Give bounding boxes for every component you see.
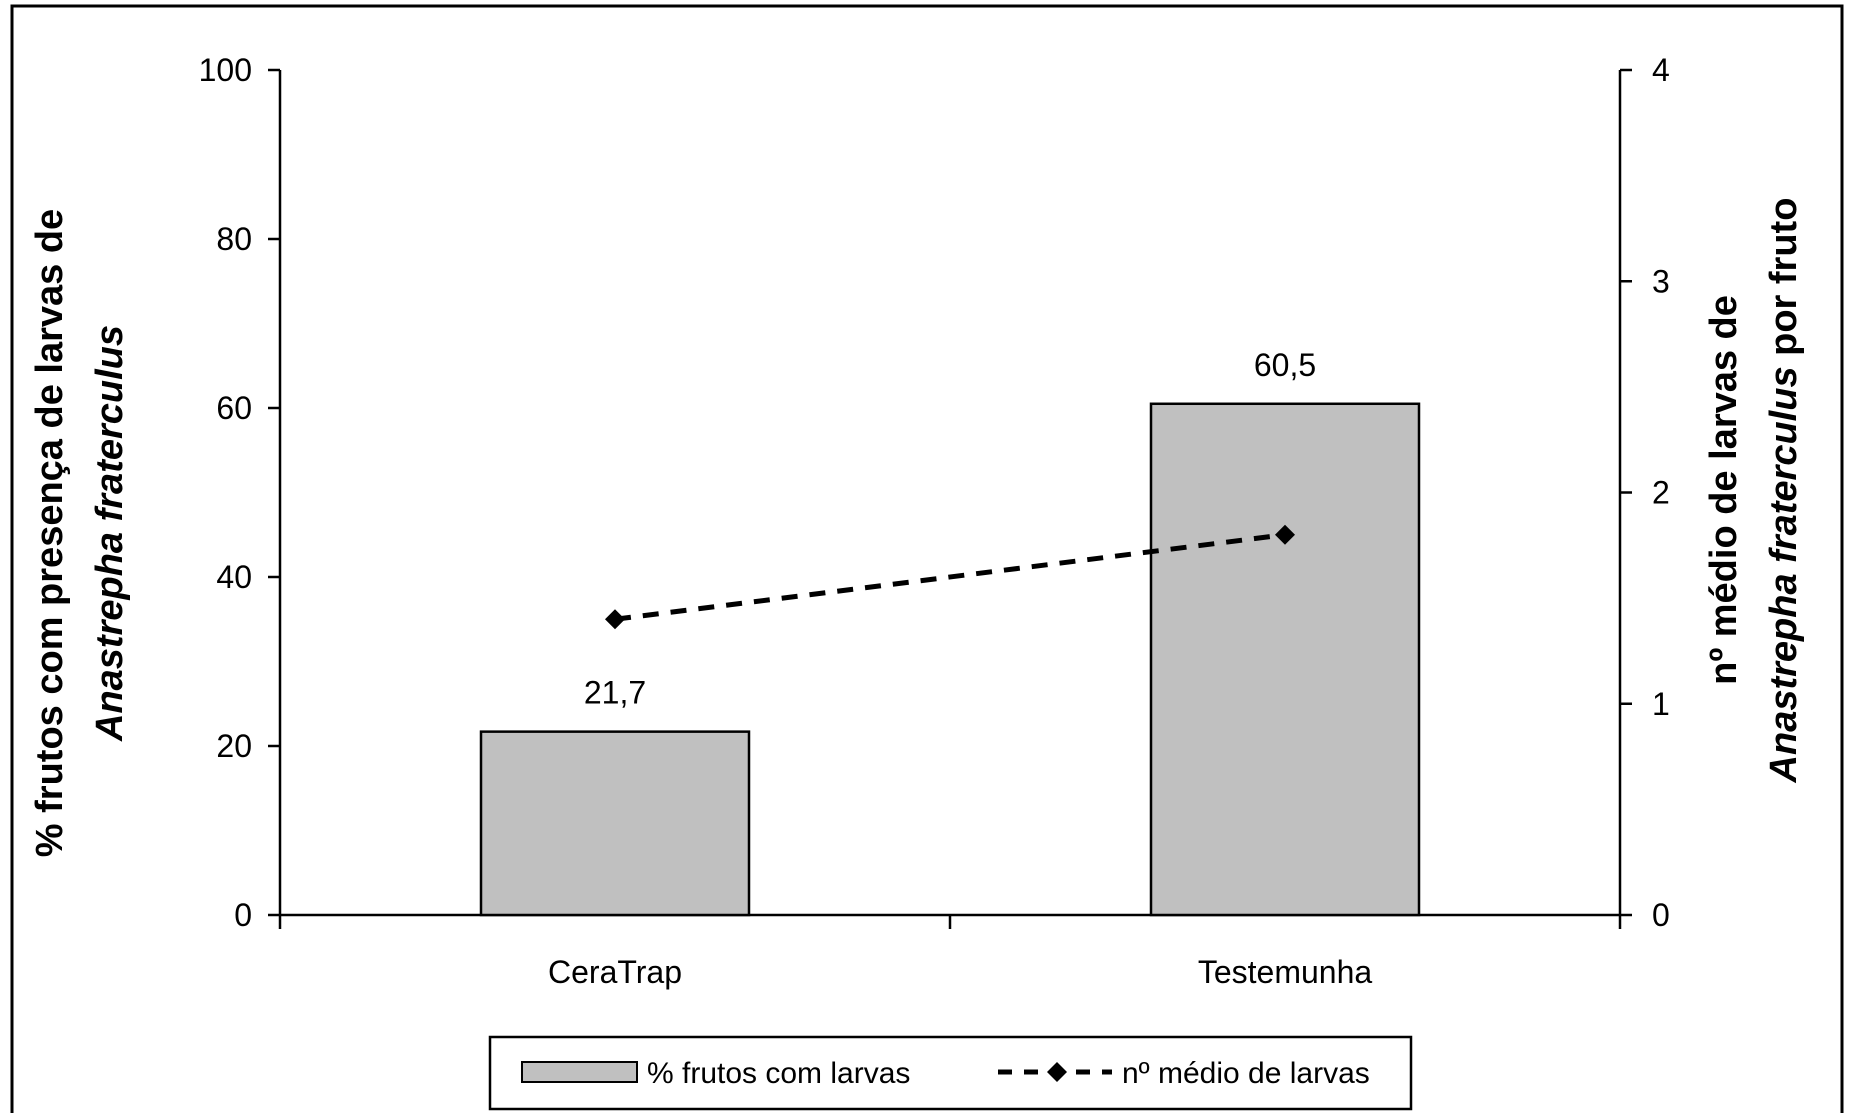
y-left-tick-label: 0 — [234, 897, 252, 933]
legend: % frutos com larvas nº médio de larvas — [488, 1035, 1413, 1111]
y-right-tick-label: 1 — [1652, 686, 1670, 722]
y-right-title-rest: por fruto — [1763, 198, 1805, 367]
line-point-marker — [605, 609, 625, 630]
y-left-title-line2: Anastrepha fraterculus — [89, 325, 131, 742]
legend-label-line: nº médio de larvas — [1122, 1057, 1370, 1090]
line-series — [605, 524, 1295, 630]
legend-diamond-marker — [1047, 1062, 1067, 1082]
y-right-axis-title-2: Anastrepha fraterculus por fruto — [1763, 198, 1805, 784]
bar-data-label: 21,7 — [584, 675, 646, 711]
bar — [1149, 402, 1421, 917]
chart-frame — [10, 4, 1844, 1113]
x-tick-label: Testemunha — [1198, 954, 1373, 990]
y-left-tick-label: 20 — [216, 728, 252, 764]
legend-box — [488, 1035, 1413, 1111]
y-right-axis-title: nº médio de larvas de — [1703, 295, 1745, 685]
series-line — [614, 532, 1286, 622]
y-left-axis-title-italic: Anastrepha fraterculus — [89, 325, 131, 742]
bar-data-label: 60,5 — [1254, 347, 1316, 383]
bar-series — [479, 402, 1421, 917]
legend-bar-swatch — [521, 1061, 638, 1083]
y-left-title-line1: % frutos com presença de larvas de — [29, 209, 71, 857]
legend-label-bars: % frutos com larvas — [647, 1057, 910, 1090]
y-left-tick-label: 60 — [216, 390, 252, 426]
y-left-tick-label: 80 — [216, 221, 252, 257]
labels: 0 20 40 60 80 100 0 1 2 3 4 CeraTrap Testemunha 21,7 6… — [199, 52, 1670, 990]
y-right-tick-label: 3 — [1652, 263, 1670, 299]
y-left-tick-label: 100 — [199, 52, 252, 88]
y-right-tick-label: 0 — [1652, 897, 1670, 933]
y-right-tick-label: 4 — [1652, 52, 1670, 88]
x-tick-label: CeraTrap — [548, 954, 682, 990]
y-left-axis-title: % frutos com presença de larvas de — [29, 209, 71, 857]
y-right-title-line1: nº médio de larvas de — [1703, 295, 1745, 685]
y-left-tick-label: 40 — [216, 559, 252, 595]
line-point-marker — [1275, 524, 1295, 545]
bar — [479, 730, 751, 917]
y-right-title-italic: Anastrepha fraterculus — [1763, 366, 1805, 783]
y-right-tick-label: 2 — [1652, 475, 1670, 511]
